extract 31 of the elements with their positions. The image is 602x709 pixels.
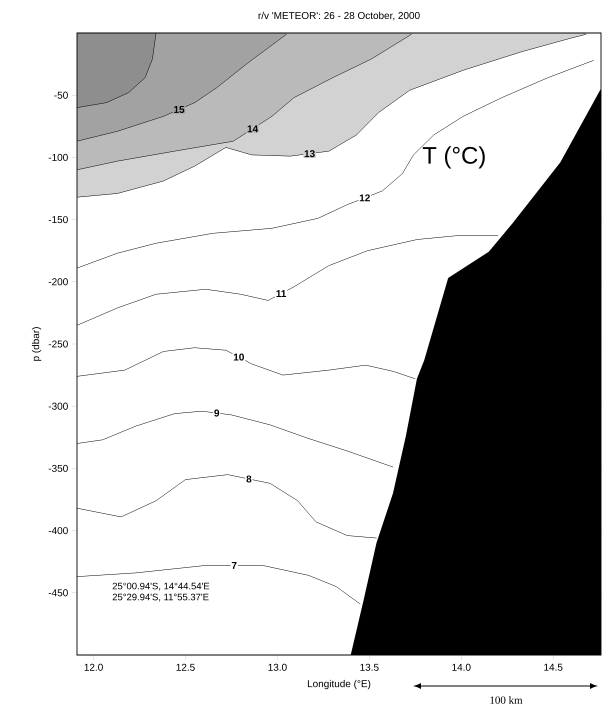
x-axis-title: Longitude (°E) [308, 680, 370, 690]
series-label: 7 [232, 562, 237, 569]
y-tick-label: -400 [48, 527, 68, 534]
annotation: T (°C) [422, 146, 485, 169]
series-label: 12 [360, 194, 370, 202]
chart-title: r/v 'METEOR': 26 - 28 October, 2000 [258, 12, 420, 20]
series-label: 10 [234, 354, 244, 361]
series-label: 9 [214, 410, 220, 417]
annotation: 25°00.94'S, 14°44.54'E [112, 582, 210, 591]
y-tick-label: -350 [48, 464, 68, 472]
x-tick-label: 13.5 [360, 664, 379, 671]
y-tick-label: -300 [48, 402, 68, 410]
y-tick-label: -450 [48, 589, 68, 596]
x-tick-label: 13.0 [268, 664, 287, 671]
text: 100 km [490, 696, 522, 704]
x-tick-label: 14.0 [452, 664, 471, 671]
y-tick-label: -200 [48, 278, 68, 286]
y-tick-label: -150 [48, 216, 68, 224]
series-label: 11 [276, 290, 286, 298]
y-axis-title: p (dbar) [32, 327, 42, 361]
y-tick-label: -250 [48, 340, 68, 348]
series-label: 15 [174, 106, 184, 113]
x-tick-label: 12.0 [84, 664, 103, 671]
x-tick-label: 14.5 [544, 664, 562, 671]
y-tick-label: -50 [54, 92, 68, 99]
annotation: 25°29.94'S, 11°55.37'E [112, 594, 209, 602]
series-label: 13 [304, 150, 315, 158]
series-label: 8 [246, 475, 252, 482]
x-tick-label: 12.5 [176, 664, 195, 671]
series-label: 14 [248, 125, 258, 132]
y-tick-label: -100 [48, 154, 68, 161]
